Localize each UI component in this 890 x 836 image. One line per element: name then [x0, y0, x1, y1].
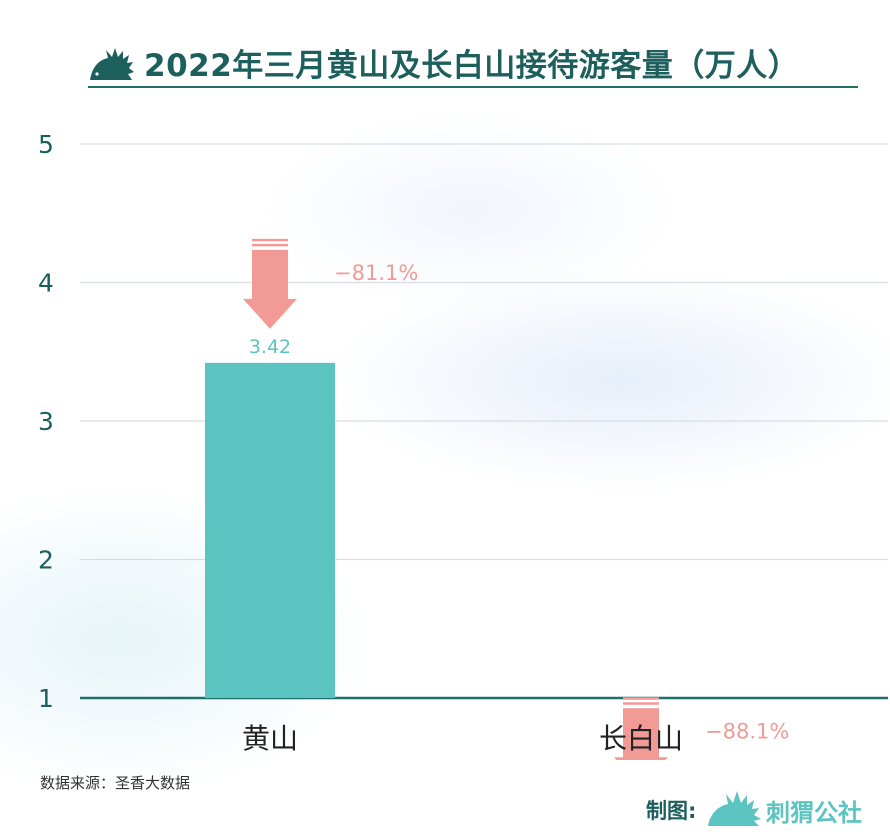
- x-tick-label: 黄山: [242, 722, 298, 755]
- bar-value-label: 3.42: [249, 336, 291, 358]
- arrow-stripe: [623, 702, 659, 705]
- y-tick-label: 4: [38, 269, 54, 298]
- brand-name: 刺猬公社: [766, 799, 862, 827]
- data-source: 数据来源：圣香大数据: [40, 774, 191, 792]
- maker-label: 制图:: [646, 799, 697, 823]
- change-label: −81.1%: [334, 261, 418, 285]
- x-tick-label: 长白山: [599, 722, 683, 755]
- down-arrow-icon: [614, 697, 668, 760]
- y-tick-label: 3: [38, 407, 54, 436]
- arrow-body: [614, 708, 668, 760]
- down-arrow-icon: [243, 238, 297, 329]
- brand-hedgehog-icon: [708, 791, 761, 826]
- hedgehog-icon: [90, 48, 134, 80]
- title-bar: 2022年三月黄山及长白山接待游客量（万人）: [88, 34, 858, 88]
- change-label: −88.1%: [705, 719, 789, 743]
- y-tick-label: 2: [38, 546, 54, 575]
- bar: [205, 362, 335, 698]
- arrow-stripe: [252, 243, 288, 247]
- brand-logo: 刺猬公社: [706, 788, 882, 828]
- arrow-stripe: [623, 697, 659, 700]
- chart-title: 2022年三月黄山及长白山接待游客量（万人）: [144, 48, 800, 84]
- arrow-stripe: [252, 238, 288, 242]
- y-tick-label: 1: [38, 684, 54, 713]
- y-tick-label: 5: [38, 130, 54, 159]
- arrow-body: [243, 249, 297, 329]
